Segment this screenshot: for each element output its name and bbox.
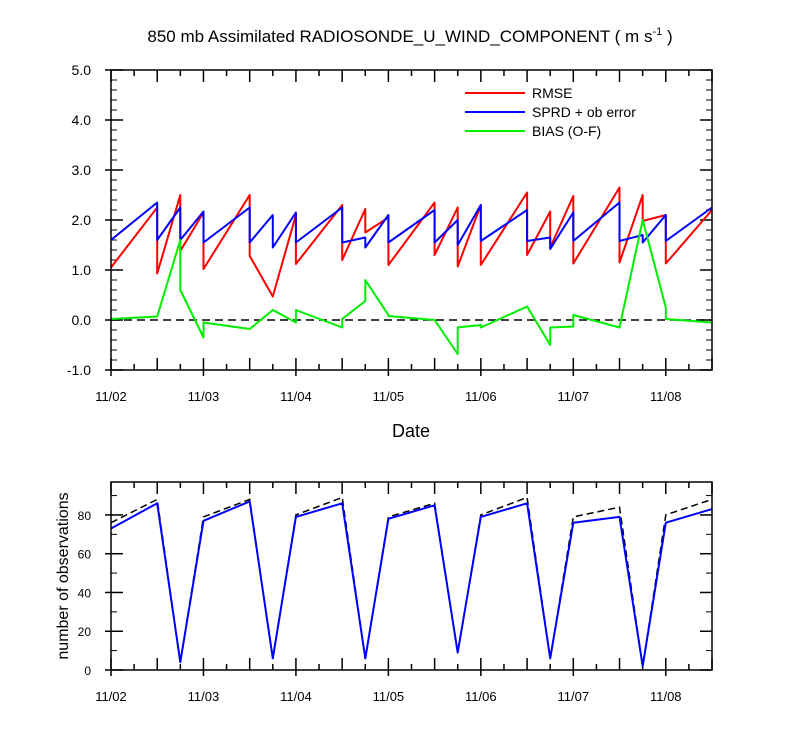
x-tick-label: 11/08: [650, 689, 682, 704]
chart-title: 850 mb Assimilated RADIOSONDE_U_WIND_COM…: [147, 26, 672, 46]
x-tick-label: 11/07: [558, 689, 590, 704]
x-tick-label: 11/05: [373, 389, 405, 404]
legend-bias-label: BIAS (O-F): [532, 123, 601, 139]
y-tick-label: 2.0: [72, 212, 92, 228]
legend-rmse-label: RMSE: [532, 85, 572, 101]
assimilated-obs-line: [110, 500, 713, 668]
x-tick-label: 11/07: [558, 389, 590, 404]
top-plot-frame: [110, 69, 713, 371]
legend: RMSE SPRD + ob error BIAS (O-F): [465, 85, 636, 139]
top-x-axis-title: Date: [392, 421, 430, 441]
y-tick-label: 5.0: [72, 62, 92, 78]
bottom-panel: 11/02 11/03 11/04 11/05 11/06 11/07 11/08 0 20 40…: [55, 481, 713, 704]
y-tick-label: 1.0: [72, 262, 92, 278]
top-panel: 11/02 11/03 11/04 11/05 11/06 11/07 11/08 -1.0 0…: [67, 62, 713, 441]
x-tick-label: 11/03: [188, 689, 220, 704]
possible-obs-line: [110, 496, 713, 667]
rmse-line: [110, 186, 713, 298]
x-tick-label: 11/04: [280, 689, 312, 704]
bias-line: [110, 219, 713, 355]
x-tick-label: 11/08: [650, 389, 682, 404]
x-tick-label: 11/02: [95, 389, 127, 404]
y-tick-label: 0.0: [72, 312, 92, 328]
bottom-y-axis-title: number of observations: [55, 492, 72, 659]
legend-sprd-label: SPRD + ob error: [532, 104, 636, 120]
y-tick-label: 20: [78, 625, 92, 639]
y-tick-label: -1.0: [67, 362, 91, 378]
x-tick-label: 11/06: [465, 389, 497, 404]
sprd-line: [110, 201, 713, 250]
x-tick-label: 11/04: [280, 389, 312, 404]
y-tick-label: 60: [78, 548, 92, 562]
x-tick-label: 11/05: [373, 689, 405, 704]
y-tick-label: 4.0: [72, 112, 92, 128]
x-tick-label: 11/02: [95, 689, 127, 704]
bottom-plot-frame: [110, 481, 713, 671]
x-tick-label: 11/06: [465, 689, 497, 704]
y-tick-label: 40: [78, 586, 92, 600]
y-tick-label: 80: [78, 509, 92, 523]
y-tick-label: 0: [84, 664, 91, 678]
x-tick-label: 11/03: [188, 389, 220, 404]
y-tick-label: 3.0: [72, 162, 92, 178]
